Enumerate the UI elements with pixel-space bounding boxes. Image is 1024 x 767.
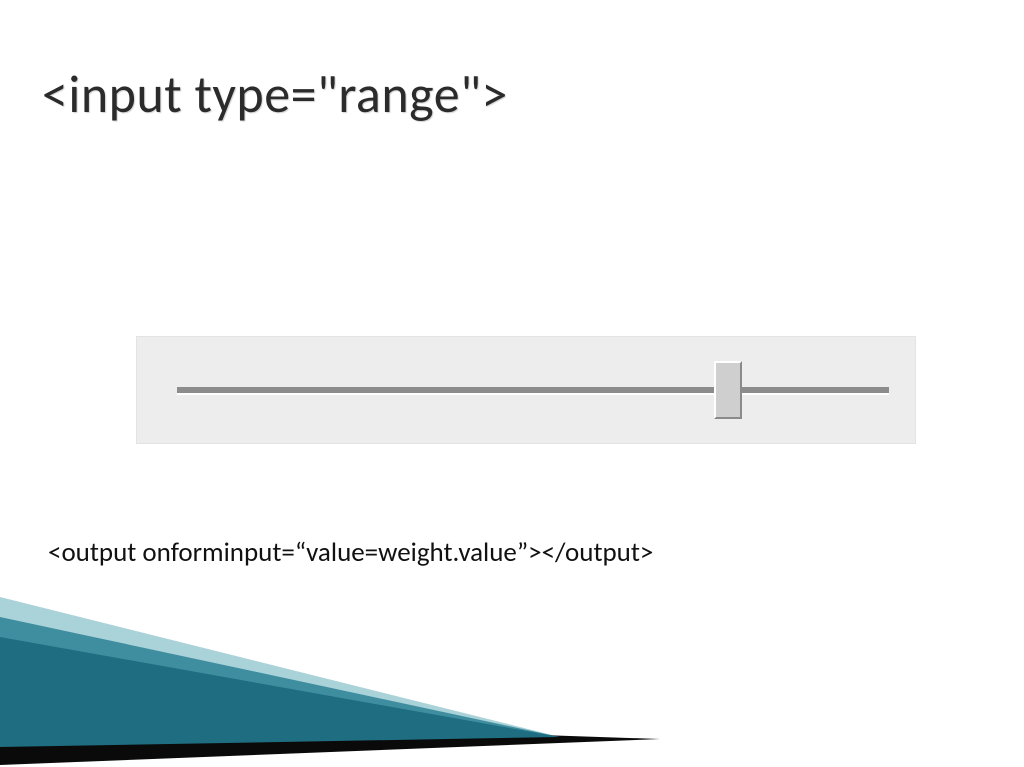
range-slider[interactable]: [136, 336, 916, 444]
slide-title: <input type="range">: [42, 62, 508, 126]
decorative-wedge: [0, 597, 1024, 767]
slide-body-text: <output onforminput=“value=weight.value”…: [48, 536, 653, 569]
slide-container: <input type="range"> <output onforminput…: [0, 0, 1024, 767]
slider-thumb[interactable]: [714, 361, 742, 419]
slider-track: [177, 387, 889, 395]
